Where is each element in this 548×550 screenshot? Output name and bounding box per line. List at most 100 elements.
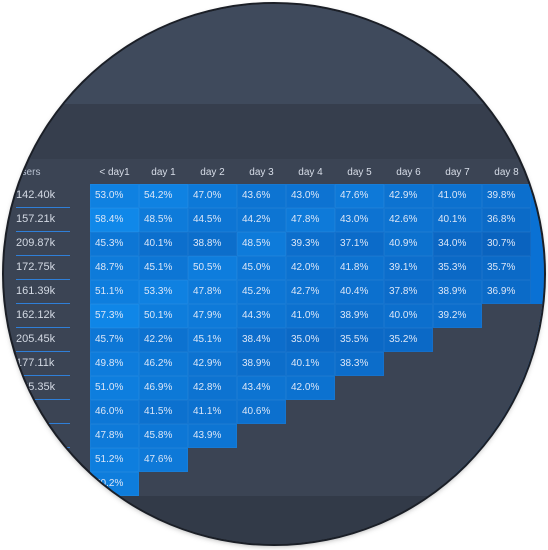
retention-cell[interactable]: 39.2% — [433, 304, 482, 328]
retention-cell[interactable]: 47.8% — [286, 208, 335, 232]
retention-cell[interactable]: 43.9% — [188, 424, 237, 448]
day-column-header[interactable]: day 2 — [200, 167, 225, 178]
retention-cell[interactable]: 42.0% — [286, 376, 335, 400]
retention-cell[interactable]: 36.9% — [482, 280, 531, 304]
retention-cell[interactable]: 47.8% — [90, 424, 139, 448]
retention-cell[interactable]: 43.6% — [237, 184, 286, 208]
retention-cell[interactable]: 45.3% — [90, 232, 139, 256]
retention-cell[interactable]: 38.9% — [335, 304, 384, 328]
retention-cell[interactable]: 30.7% — [482, 232, 531, 256]
retention-value: 57.3% — [95, 310, 124, 321]
retention-cell[interactable]: 37.8% — [384, 280, 433, 304]
day-column-header[interactable]: day 4 — [298, 167, 323, 178]
retention-cell[interactable]: 39.3% — [286, 232, 335, 256]
retention-cell[interactable]: 46.2% — [139, 352, 188, 376]
retention-cell[interactable]: 39.1% — [384, 256, 433, 280]
retention-cell[interactable]: 53.0% — [90, 184, 139, 208]
retention-cell[interactable]: 44.5% — [188, 208, 237, 232]
retention-cell[interactable]: 54.2% — [139, 184, 188, 208]
retention-value: 58.4% — [95, 214, 124, 225]
retention-cell[interactable]: 37.1% — [335, 232, 384, 256]
retention-value: 35.2% — [389, 334, 418, 345]
retention-cell[interactable]: 46.9% — [139, 376, 188, 400]
retention-cell[interactable]: 51.0% — [90, 376, 139, 400]
retention-cell[interactable]: 41.1% — [188, 400, 237, 424]
retention-cell[interactable]: 47.8% — [188, 280, 237, 304]
retention-cell[interactable]: 48.7% — [90, 256, 139, 280]
retention-cell[interactable]: 35.7% — [482, 256, 531, 280]
retention-cell[interactable]: 41.0% — [286, 304, 335, 328]
retention-cell[interactable]: 57.3% — [90, 304, 139, 328]
retention-cell[interactable]: 40.1% — [433, 208, 482, 232]
cohort-users-value: 162.12k — [16, 309, 56, 321]
empty-area — [188, 448, 544, 472]
retention-cell[interactable]: 40.9% — [384, 232, 433, 256]
retention-cell[interactable]: 35.2% — [384, 328, 433, 352]
retention-cell[interactable]: 36.8% — [482, 208, 531, 232]
retention-cell[interactable]: 43.0% — [286, 184, 335, 208]
retention-cell[interactable]: 44.3% — [237, 304, 286, 328]
retention-cell[interactable]: 38.3% — [335, 352, 384, 376]
day-column-header[interactable]: day 8 — [494, 167, 519, 178]
retention-cell[interactable]: 47.6% — [335, 184, 384, 208]
retention-value: 36.9% — [487, 286, 516, 297]
retention-cell[interactable]: 41.8% — [335, 256, 384, 280]
retention-cell[interactable]: 41.0% — [433, 184, 482, 208]
retention-cell[interactable]: 47.6% — [139, 448, 188, 472]
retention-cell[interactable]: 45.7% — [90, 328, 139, 352]
retention-cell[interactable]: 45.1% — [139, 256, 188, 280]
retention-cell[interactable]: 47.0% — [188, 184, 237, 208]
retention-cell[interactable]: 41.5% — [139, 400, 188, 424]
retention-cell[interactable]: 58.4% — [90, 208, 139, 232]
retention-cell[interactable]: 46.0% — [90, 400, 139, 424]
retention-cell[interactable]: 48.5% — [237, 232, 286, 256]
retention-cell[interactable]: 40.0% — [384, 304, 433, 328]
cohort-underline — [16, 207, 70, 208]
retention-cell[interactable]: 39.8% — [482, 184, 531, 208]
retention-cell[interactable]: 35.3% — [433, 256, 482, 280]
day-column-header[interactable]: day 5 — [347, 167, 372, 178]
retention-cell[interactable]: 45.0% — [237, 256, 286, 280]
retention-cell[interactable]: 38.9% — [237, 352, 286, 376]
retention-cell[interactable]: 42.6% — [384, 208, 433, 232]
retention-cell[interactable]: 42.0% — [286, 256, 335, 280]
retention-cell[interactable]: 42.9% — [384, 184, 433, 208]
day-column-header[interactable]: < day1 — [99, 167, 130, 178]
retention-cell[interactable]: 42.2% — [139, 328, 188, 352]
retention-cell[interactable]: 53.3% — [139, 280, 188, 304]
retention-cell[interactable]: 43.4% — [237, 376, 286, 400]
day-column-header[interactable]: day 1 — [151, 167, 176, 178]
retention-cell[interactable]: 44.2% — [237, 208, 286, 232]
retention-cell[interactable]: 49.8% — [90, 352, 139, 376]
retention-cell[interactable]: 40.4% — [335, 280, 384, 304]
retention-value: 40.4% — [340, 286, 369, 297]
retention-cell[interactable]: 43.0% — [335, 208, 384, 232]
retention-cell[interactable]: 42.8% — [188, 376, 237, 400]
retention-cell[interactable]: 34.0% — [433, 232, 482, 256]
day-column-header[interactable]: day 3 — [249, 167, 274, 178]
retention-cell[interactable]: 50.1% — [139, 304, 188, 328]
retention-cell[interactable]: 51.2% — [90, 448, 139, 472]
retention-cell[interactable]: 38.4% — [237, 328, 286, 352]
retention-value: 47.9% — [193, 310, 222, 321]
retention-value: 38.8% — [193, 238, 222, 249]
retention-cell[interactable]: 47.9% — [188, 304, 237, 328]
retention-cell[interactable]: 45.8% — [139, 424, 188, 448]
retention-cell[interactable]: 51.1% — [90, 280, 139, 304]
retention-cell[interactable]: 40.6% — [237, 400, 286, 424]
retention-cell[interactable]: 40.1% — [286, 352, 335, 376]
retention-cell[interactable]: 45.1% — [188, 328, 237, 352]
retention-cell[interactable]: 35.5% — [335, 328, 384, 352]
retention-cell[interactable]: 42.7% — [286, 280, 335, 304]
day-column-header[interactable]: day 6 — [396, 167, 421, 178]
retention-cell[interactable]: 38.8% — [188, 232, 237, 256]
retention-cell[interactable]: 40.1% — [139, 232, 188, 256]
retention-cell[interactable]: 45.2% — [237, 280, 286, 304]
retention-cell[interactable]: 35.0% — [286, 328, 335, 352]
retention-cell[interactable]: 50.5% — [188, 256, 237, 280]
retention-cell[interactable]: 42.9% — [188, 352, 237, 376]
retention-cell[interactable]: 38.9% — [433, 280, 482, 304]
retention-cell[interactable]: 50.2% — [90, 472, 139, 496]
retention-cell[interactable]: 48.5% — [139, 208, 188, 232]
day-column-header[interactable]: day 7 — [445, 167, 470, 178]
